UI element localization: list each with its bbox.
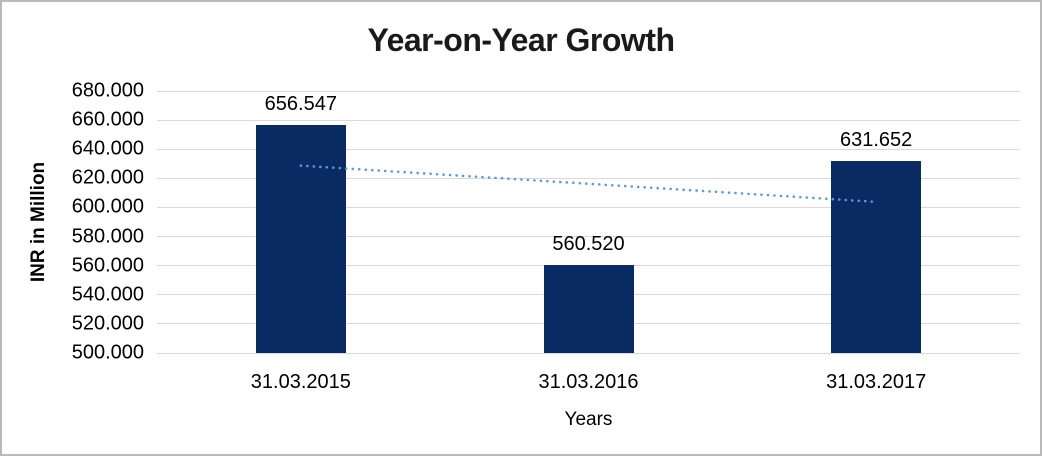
y-tick-label: 620.000 xyxy=(71,166,144,189)
gridline xyxy=(157,177,1020,179)
bar-31.03.2017 xyxy=(831,161,922,353)
y-tick-label: 680.000 xyxy=(71,79,144,102)
y-axis-tick-labels: 680.000 660.000 640.000 620.000 600.000 580.0… xyxy=(2,80,157,364)
x-axis-tick-labels: 31.03.2015 31.03.2016 31.03.2017 xyxy=(157,371,1020,395)
y-tick-label: 560.000 xyxy=(71,254,144,277)
y-tick-label: 580.000 xyxy=(71,225,144,248)
plot-area: 656.547 560.520 631.652 xyxy=(157,90,1020,354)
trendline-path xyxy=(299,164,878,204)
y-tick-label: 600.000 xyxy=(71,195,144,218)
y-tick-label: 660.000 xyxy=(71,108,144,131)
gridline xyxy=(157,148,1020,150)
data-label: 631.652 xyxy=(840,129,913,152)
bars-layer: 656.547 560.520 631.652 xyxy=(157,91,1020,353)
chart-title: Year-on-Year Growth xyxy=(367,22,675,58)
trendline xyxy=(299,164,878,204)
bar-31.03.2015 xyxy=(255,125,346,353)
y-tick-label: 540.000 xyxy=(71,283,144,306)
data-label: 560.520 xyxy=(552,232,625,255)
x-axis-title: Years xyxy=(564,409,613,430)
data-label: 656.547 xyxy=(264,93,337,116)
y-tick-label: 500.000 xyxy=(71,341,144,364)
gridline xyxy=(157,236,1020,238)
x-tick-label: 31.03.2017 xyxy=(826,371,927,393)
x-tick-label: 31.03.2015 xyxy=(250,371,351,393)
gridline xyxy=(157,119,1020,121)
gridline xyxy=(157,352,1020,354)
y-tick-label: 520.000 xyxy=(71,312,144,335)
x-tick-label: 31.03.2016 xyxy=(538,371,639,393)
gridline xyxy=(157,90,1020,92)
bar-31.03.2016 xyxy=(543,264,634,353)
y-tick-label: 640.000 xyxy=(71,137,144,160)
gridline xyxy=(157,206,1020,208)
